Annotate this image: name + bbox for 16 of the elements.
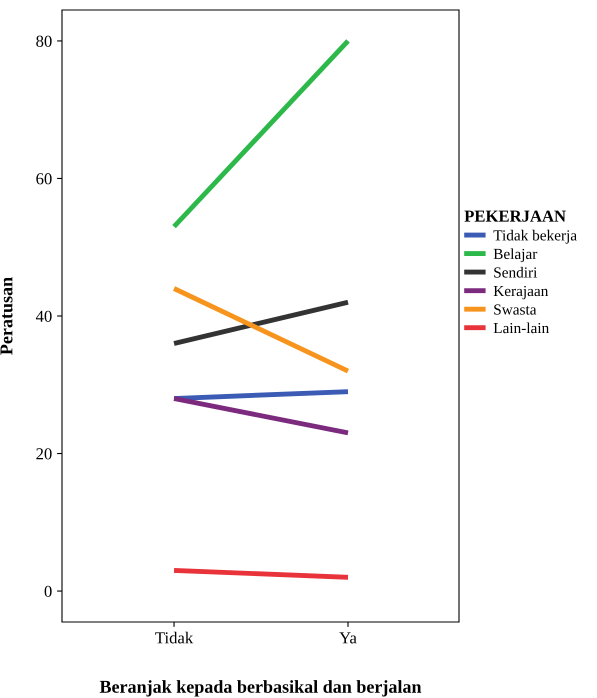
legend-label: Sendiri [494,266,538,278]
y-tick-label: 60 [36,173,52,184]
legend-label: Belajar [494,248,538,262]
x-tick-label: Ya [339,632,357,644]
legend-label: Tidak bekerja [494,230,577,244]
legend-label: Kerajaan [494,286,548,300]
x-tick-label: Tidak [155,632,194,644]
y-tick-label: 20 [36,448,52,460]
legend-label: Swasta [494,304,536,315]
x-axis-title: Beranjak kepada berbasikal dan berjalan [100,680,422,697]
y-axis-title: Peratusan [0,277,13,355]
y-tick-label: 80 [36,36,52,47]
y-tick-label: 0 [44,586,52,598]
legend-label: Lain-lain [494,322,549,334]
legend-title: PEKERJAAN [464,210,566,222]
y-tick-label: 40 [36,310,52,322]
